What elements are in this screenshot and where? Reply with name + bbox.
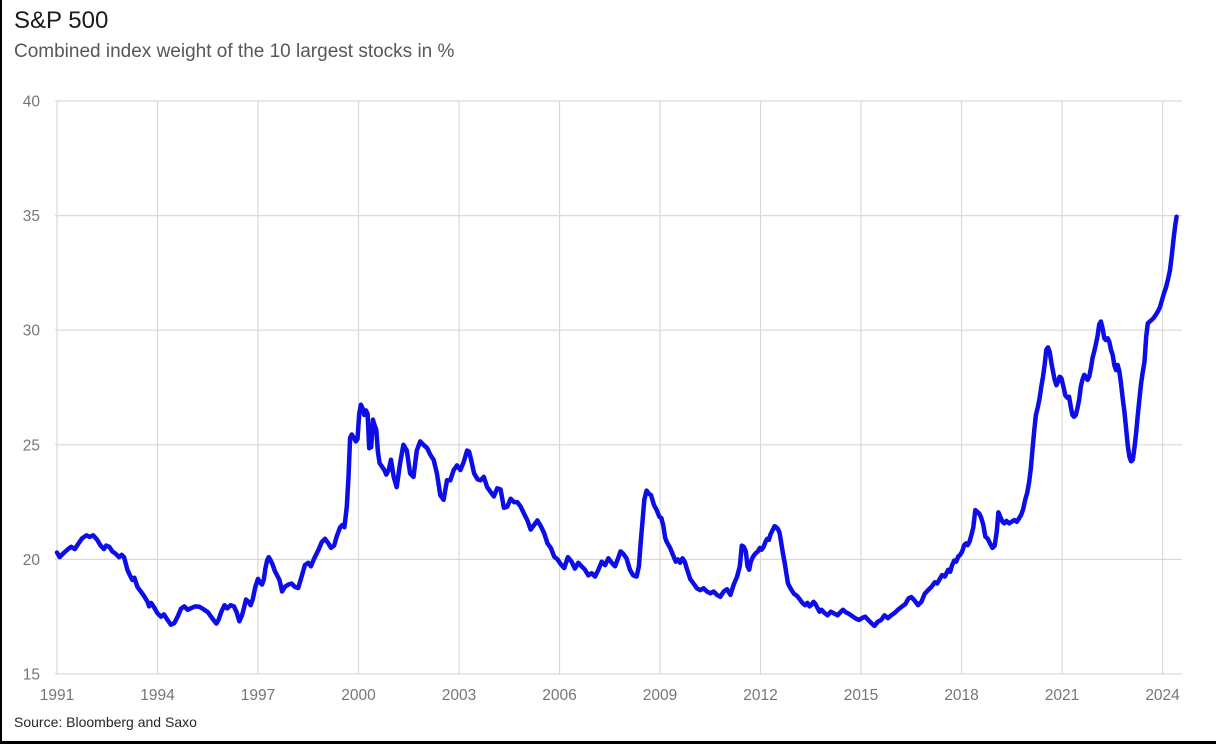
x-tick-label: 2009 [643, 687, 677, 704]
y-tick-label: 35 [23, 208, 40, 225]
gridlines [55, 100, 1182, 675]
page-title: S&P 500 [14, 7, 109, 34]
x-tick-label: 1991 [40, 687, 74, 704]
left-frame-border [0, 0, 2, 744]
bottom-frame-border [0, 741, 1216, 744]
y-tick-label: 40 [23, 94, 41, 111]
x-tick-label: 1994 [140, 687, 175, 704]
x-tick-label: 1997 [241, 687, 275, 704]
x-tick-label: 2000 [341, 687, 376, 704]
y-axis-labels: 15 20 25 30 35 40 [23, 94, 41, 684]
y-tick-label: 15 [23, 667, 40, 684]
chart-subtitle: Combined index weight of the 10 largest … [14, 41, 455, 62]
x-tick-label: 2003 [442, 687, 476, 704]
x-tick-label: 2006 [542, 687, 576, 704]
series-line [54, 214, 1179, 629]
y-tick-label: 20 [23, 552, 41, 569]
y-tick-label: 25 [23, 437, 40, 454]
x-tick-label: 2012 [743, 687, 777, 704]
x-tick-label: 2018 [944, 687, 978, 704]
x-tick-label: 2021 [1045, 687, 1079, 704]
source-note: Source: Bloomberg and Saxo [14, 714, 197, 730]
x-axis-labels: 1991 1994 1997 2000 2003 2006 2009 2012 2015 2018… [40, 687, 1180, 704]
x-tick-label: 2015 [844, 687, 878, 704]
y-tick-label: 30 [23, 323, 41, 340]
x-tick-label: 2024 [1145, 687, 1180, 704]
